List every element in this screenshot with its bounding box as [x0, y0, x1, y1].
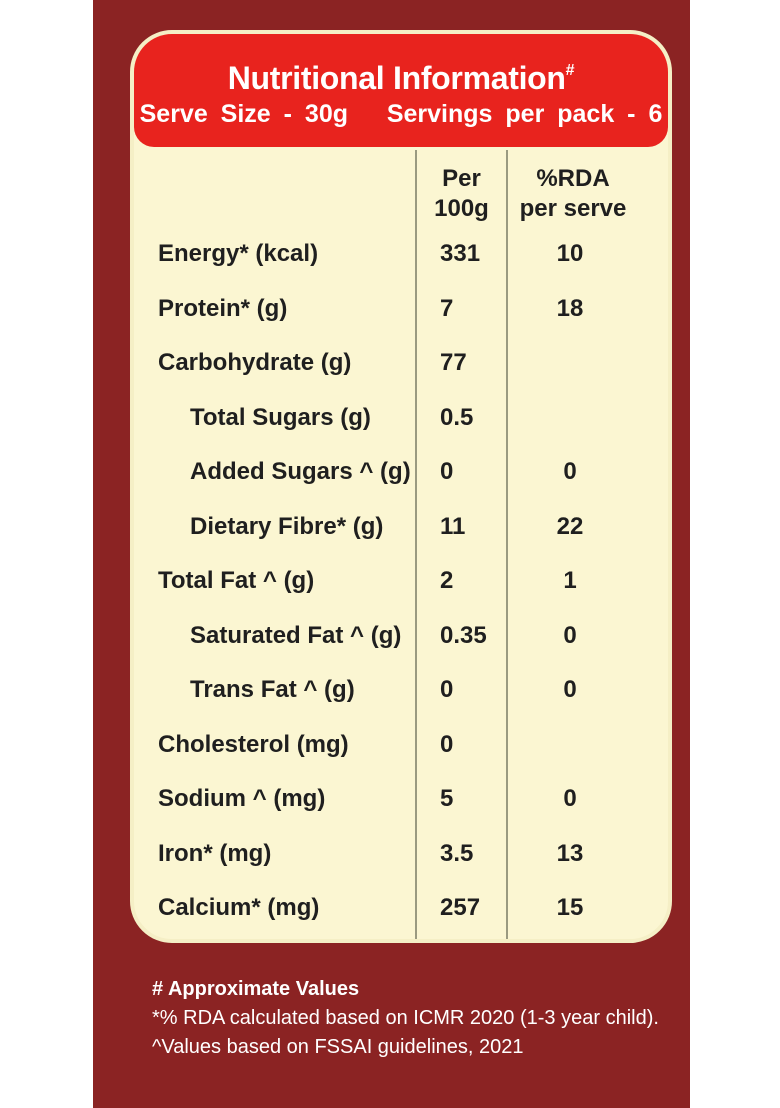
nutrient-name: Added Sugars ^ (g) [190, 458, 411, 485]
per-100g-value: 5 [440, 785, 454, 812]
per-100g-value: 331 [440, 240, 481, 267]
table-row: Iron* (mg) 3.5 13 [134, 840, 668, 880]
rda-value: 0 [563, 785, 577, 812]
footnote-approximate: # Approximate Values [152, 978, 360, 1000]
rda-value: 0 [563, 621, 577, 649]
nutrient-name: Total Sugars (g) [190, 403, 371, 431]
rda-value: 18 [556, 294, 584, 322]
per-100g-value: 0.35 [440, 621, 487, 649]
table-row: Added Sugars ^ (g) 0 0 [134, 458, 668, 498]
rda-value: 15 [556, 894, 584, 921]
rda-value: 0 [563, 676, 577, 703]
table-row: Calcium* (mg) 257 15 [134, 894, 668, 934]
column-divider [415, 150, 417, 939]
nutrient-name: Trans Fat ^ (g) [190, 676, 355, 703]
rda-value: 13 [556, 839, 584, 867]
table-row: Protein* (g) 7 18 [134, 295, 668, 335]
per-100g-value: 0 [440, 730, 454, 758]
table-row: Sodium ^ (mg) 5 0 [134, 785, 668, 825]
column-divider [506, 150, 508, 939]
per-100g-value: 3.5 [440, 839, 474, 867]
nutrient-name: Energy* (kcal) [158, 240, 319, 267]
footnote-fssai: ^Values based on FSSAI guidelines, 2021 [152, 1036, 524, 1058]
title-mark: # [565, 62, 575, 79]
nutrient-name: Sodium ^ (mg) [158, 785, 326, 812]
nutrient-name: Iron* (mg) [158, 839, 272, 867]
nutrient-name: Cholesterol (mg) [158, 730, 349, 758]
table-row: Trans Fat ^ (g) 0 0 [134, 676, 668, 716]
per-100g-value: 0 [440, 676, 454, 703]
column-header-per-100g: Per 100g [434, 165, 489, 222]
nutrient-name: Protein* (g) [158, 294, 288, 322]
title-text: Nutritional Information [227, 60, 566, 96]
rda-value: 10 [556, 240, 584, 267]
table-row: Total Fat ^ (g) 2 1 [134, 567, 668, 607]
nutrient-name: Saturated Fat ^ (g) [190, 621, 402, 649]
serving-info: Serve Size - 30g Servings per pack - 6 [139, 100, 663, 128]
table-row: Total Sugars (g) 0.5 [134, 404, 668, 444]
footnotes: # Approximate Values *% RDA calculated b… [152, 975, 659, 1062]
nutrient-name: Calcium* (mg) [158, 894, 320, 921]
nutrient-name: Total Fat ^ (g) [158, 567, 315, 594]
per-100g-value: 7 [440, 294, 454, 322]
nutrition-panel: Nutritional Information# Serve Size - 30… [130, 30, 672, 943]
rda-value: 1 [563, 567, 577, 594]
table-row: Cholesterol (mg) 0 [134, 731, 668, 771]
per-100g-value: 11 [440, 512, 466, 540]
table-row: Carbohydrate (g) 77 [134, 349, 668, 389]
per-100g-value: 0 [440, 458, 454, 485]
panel-header: Nutritional Information# Serve Size - 30… [134, 34, 668, 147]
nutrient-name: Dietary Fibre* (g) [190, 512, 384, 540]
rda-value: 22 [556, 512, 584, 540]
table-row: Energy* (kcal) 331 10 [134, 240, 668, 280]
table-row: Dietary Fibre* (g) 11 22 [134, 513, 668, 553]
per-100g-value: 2 [440, 567, 454, 594]
panel-title: Nutritional Information# [134, 60, 668, 97]
nutrient-name: Carbohydrate (g) [158, 349, 352, 376]
footnote-rda: *% RDA calculated based on ICMR 2020 (1-… [152, 1007, 659, 1029]
per-100g-value: 77 [440, 349, 467, 376]
table-row: Saturated Fat ^ (g) 0.35 0 [134, 622, 668, 662]
rda-value: 0 [563, 458, 577, 485]
column-header-rda: %RDA per serve [519, 165, 627, 222]
per-100g-value: 257 [440, 894, 481, 921]
per-100g-value: 0.5 [440, 403, 474, 431]
